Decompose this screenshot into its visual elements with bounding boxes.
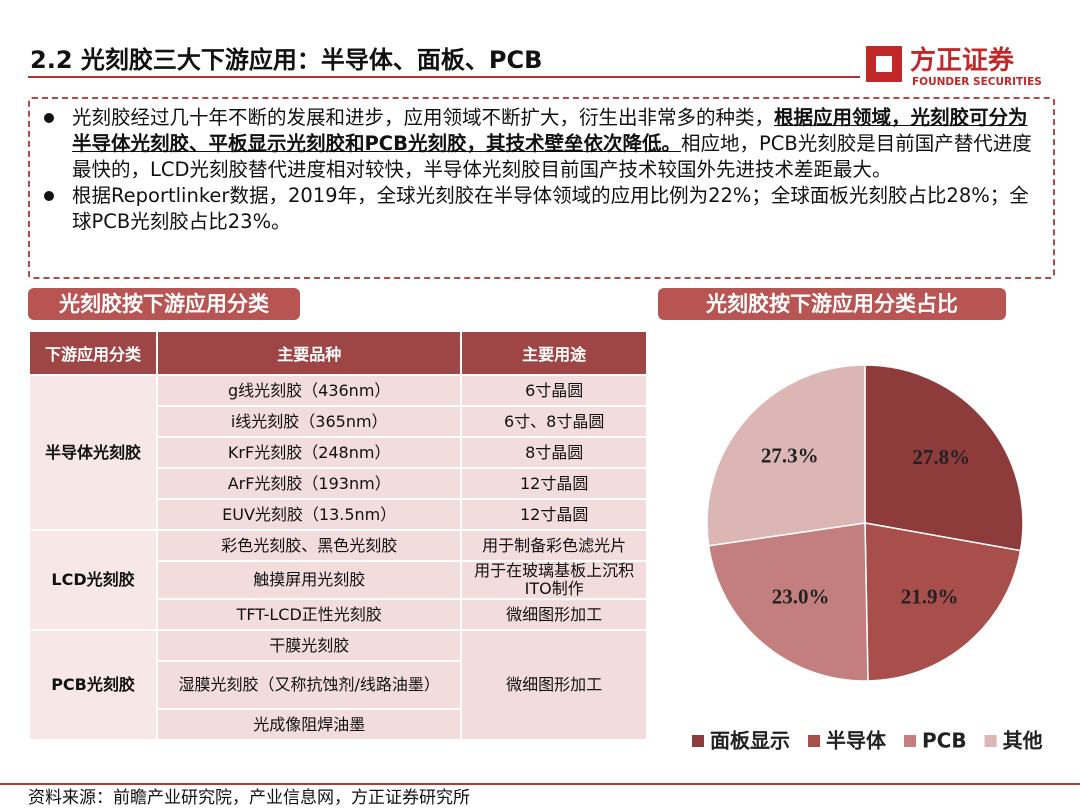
legend-swatch [904, 735, 916, 747]
use-cell: 用于在玻璃基板上沉积ITO制作 [460, 560, 648, 600]
summary-box: 光刻胶经过几十年不断的发展和进步，应用领域不断扩大，衍生出非常多的种类，根据应用… [28, 97, 1055, 279]
slice-label: 21.9% [901, 585, 959, 609]
legend-label: 其他 [1003, 729, 1043, 753]
variety-cell: KrF光刻胶（248nm） [156, 436, 463, 469]
logo-en: FOUNDER SECURITIES [912, 76, 1042, 88]
variety-cell: TFT-LCD正性光刻胶 [156, 598, 463, 631]
header-row: 下游应用分类 主要品种 主要用途 [27, 330, 648, 376]
table-row: LCD光刻胶 彩色光刻胶、黑色光刻胶 用于制备彩色滤光片 [27, 529, 648, 631]
variety-cell: 干膜光刻胶 [156, 629, 463, 662]
legend-label: PCB [922, 729, 967, 753]
header-cell: 下游应用分类 [27, 330, 159, 376]
table-row: 光成像阻焊油墨 [29, 708, 647, 741]
chart-title: 光刻胶按下游应用分类占比 [658, 288, 1006, 320]
logo-icon [866, 46, 902, 82]
bullet: 光刻胶经过几十年不断的发展和进步，应用领域不断扩大，衍生出非常多的种类，根据应用… [40, 105, 1043, 183]
table-row: ArF光刻胶（193nm） 12寸晶圆 [29, 467, 648, 500]
variety-cell: 光成像阻焊油墨 [156, 708, 463, 741]
variety-cell: i线光刻胶（365nm） [156, 405, 463, 438]
title-rule [28, 76, 860, 78]
table-title: 光刻胶按下游应用分类 [28, 288, 300, 320]
legend-label: 半导体 [826, 729, 887, 753]
variety-cell: g线光刻胶（436nm） [156, 374, 463, 407]
pie-chart: 27.8% 21.9% 23.0% 27.3% 面板显示 半导体 PCB 其他 [692, 364, 1043, 753]
table-row: 触摸屏用光刻胶 用于在玻璃基板上沉积ITO制作 [29, 560, 648, 600]
legend-swatch [984, 735, 997, 747]
bullet-text: 光刻胶经过几十年不断的发展和进步，应用领域不断扩大，衍生出非常多的种类， [72, 106, 775, 129]
use-cell: 6寸晶圆 [460, 374, 648, 407]
slice-label: 23.0% [772, 585, 830, 609]
table-row: i线光刻胶（365nm） 6寸、8寸晶圆 [29, 405, 648, 438]
variety-cell: ArF光刻胶（193nm） [156, 467, 463, 500]
slice-label: 27.3% [761, 444, 819, 468]
header-cell: 主要品种 [156, 330, 463, 376]
variety-cell: 湿膜光刻胶（又称抗蚀剂/线路油墨） [156, 660, 463, 710]
table-row: 湿膜光刻胶（又称抗蚀剂/线路油墨） [29, 660, 647, 710]
bullet-emphasis: 根据应用领域，光刻胶可分为半导体光刻胶、平板显示光刻胶和PCB光刻胶，其技术壁垒… [72, 106, 1028, 155]
use-cell: 6寸、8寸晶圆 [460, 405, 648, 438]
legend-label: 面板显示 [710, 729, 790, 753]
bullet: 根据Reportlinker数据，2019年，全球光刻胶在半导体领域的应用比例为… [40, 183, 1043, 235]
pie-slice [706, 364, 866, 547]
legend-swatch [808, 735, 820, 747]
table-row: EUV光刻胶（13.5nm） 12寸晶圆 [29, 498, 648, 531]
footer: 资料来源：前瞻产业研究院，产业信息网，方正证券研究所 [0, 783, 1080, 810]
use-cell: 12寸晶圆 [460, 498, 648, 531]
logo-name: 方正证券 [910, 46, 1015, 76]
variety-cell: 触摸屏用光刻胶 [156, 560, 463, 600]
category-cell: PCB光刻胶 [27, 629, 159, 741]
slide-title: 2.2 光刻胶三大下游应用：半导体、面板、PCB [30, 46, 543, 74]
table-row: PCB光刻胶 干膜光刻胶 微细图形加工 [27, 629, 648, 741]
bullet-text: 相应地，PCB光刻胶是目前国产替代进度最快的，LCD光刻胶替代进度相对较快，半导… [72, 132, 1032, 181]
pie-slice [864, 364, 1024, 552]
pie-slice [864, 522, 1022, 682]
legend-swatch [692, 735, 704, 747]
slice-label: 27.8% [912, 445, 970, 469]
pie-slice [707, 522, 869, 682]
use-cell: 用于制备彩色滤光片 [460, 529, 648, 562]
table-row: KrF光刻胶（248nm） 8寸晶圆 [29, 436, 648, 469]
table-row: TFT-LCD正性光刻胶 微细图形加工 [29, 598, 648, 631]
header-cell: 主要用途 [460, 330, 648, 376]
use-cell: 微细图形加工 [460, 598, 648, 631]
use-cell: 8寸晶圆 [460, 436, 648, 469]
category-cell: LCD光刻胶 [27, 529, 159, 631]
bullet-text: 根据Reportlinker数据，2019年，全球光刻胶在半导体领域的应用比例为… [72, 184, 1029, 233]
use-cell: 12寸晶圆 [460, 467, 648, 500]
use-cell: 微细图形加工 [460, 629, 648, 741]
logo-shape [866, 46, 902, 82]
variety-cell: 彩色光刻胶、黑色光刻胶 [156, 529, 463, 562]
category-table: 下游应用分类 主要品种 主要用途 半导体光刻胶 g线光刻胶（436nm） 6寸晶圆 i线光刻… [27, 330, 648, 741]
category-cell: 半导体光刻胶 [27, 374, 159, 531]
variety-cell: EUV光刻胶（13.5nm） [156, 498, 463, 531]
table-row: 半导体光刻胶 g线光刻胶（436nm） 6寸晶圆 [27, 374, 648, 531]
